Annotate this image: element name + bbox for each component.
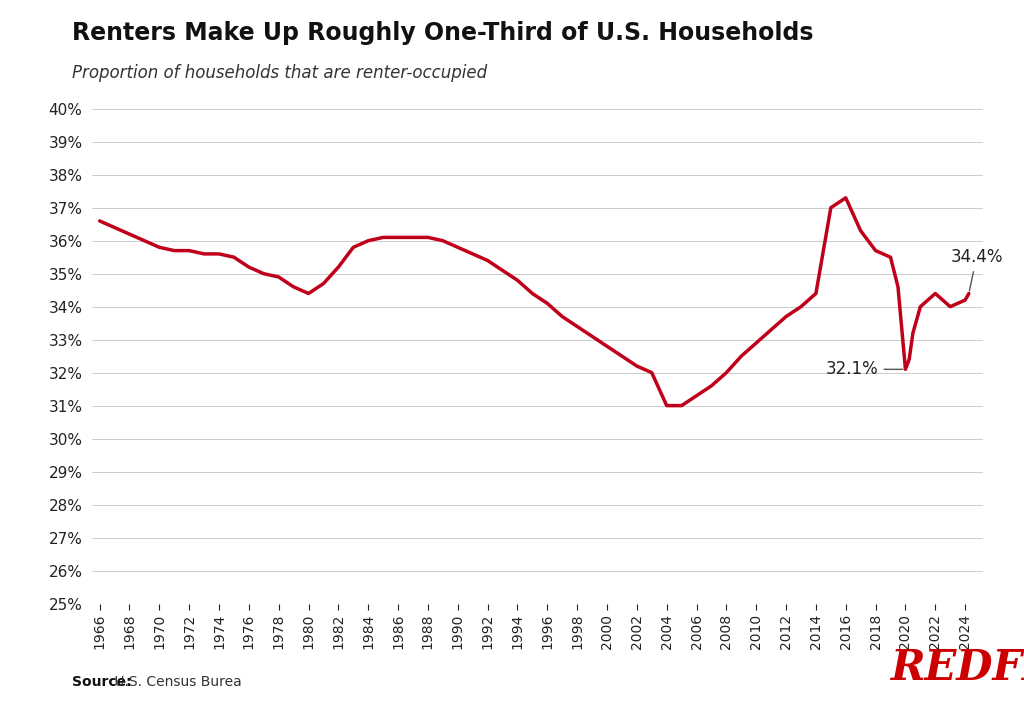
Text: 32.1%: 32.1% [825,361,903,378]
Text: Renters Make Up Roughly One-Third of U.S. Households: Renters Make Up Roughly One-Third of U.S… [72,21,813,45]
Text: REDFIN: REDFIN [891,647,1024,689]
Text: Source:: Source: [72,674,131,689]
Text: U.S. Census Burea: U.S. Census Burea [110,674,242,689]
Text: Proportion of households that are renter-occupied: Proportion of households that are renter… [72,64,486,82]
Text: 34.4%: 34.4% [950,248,1002,291]
